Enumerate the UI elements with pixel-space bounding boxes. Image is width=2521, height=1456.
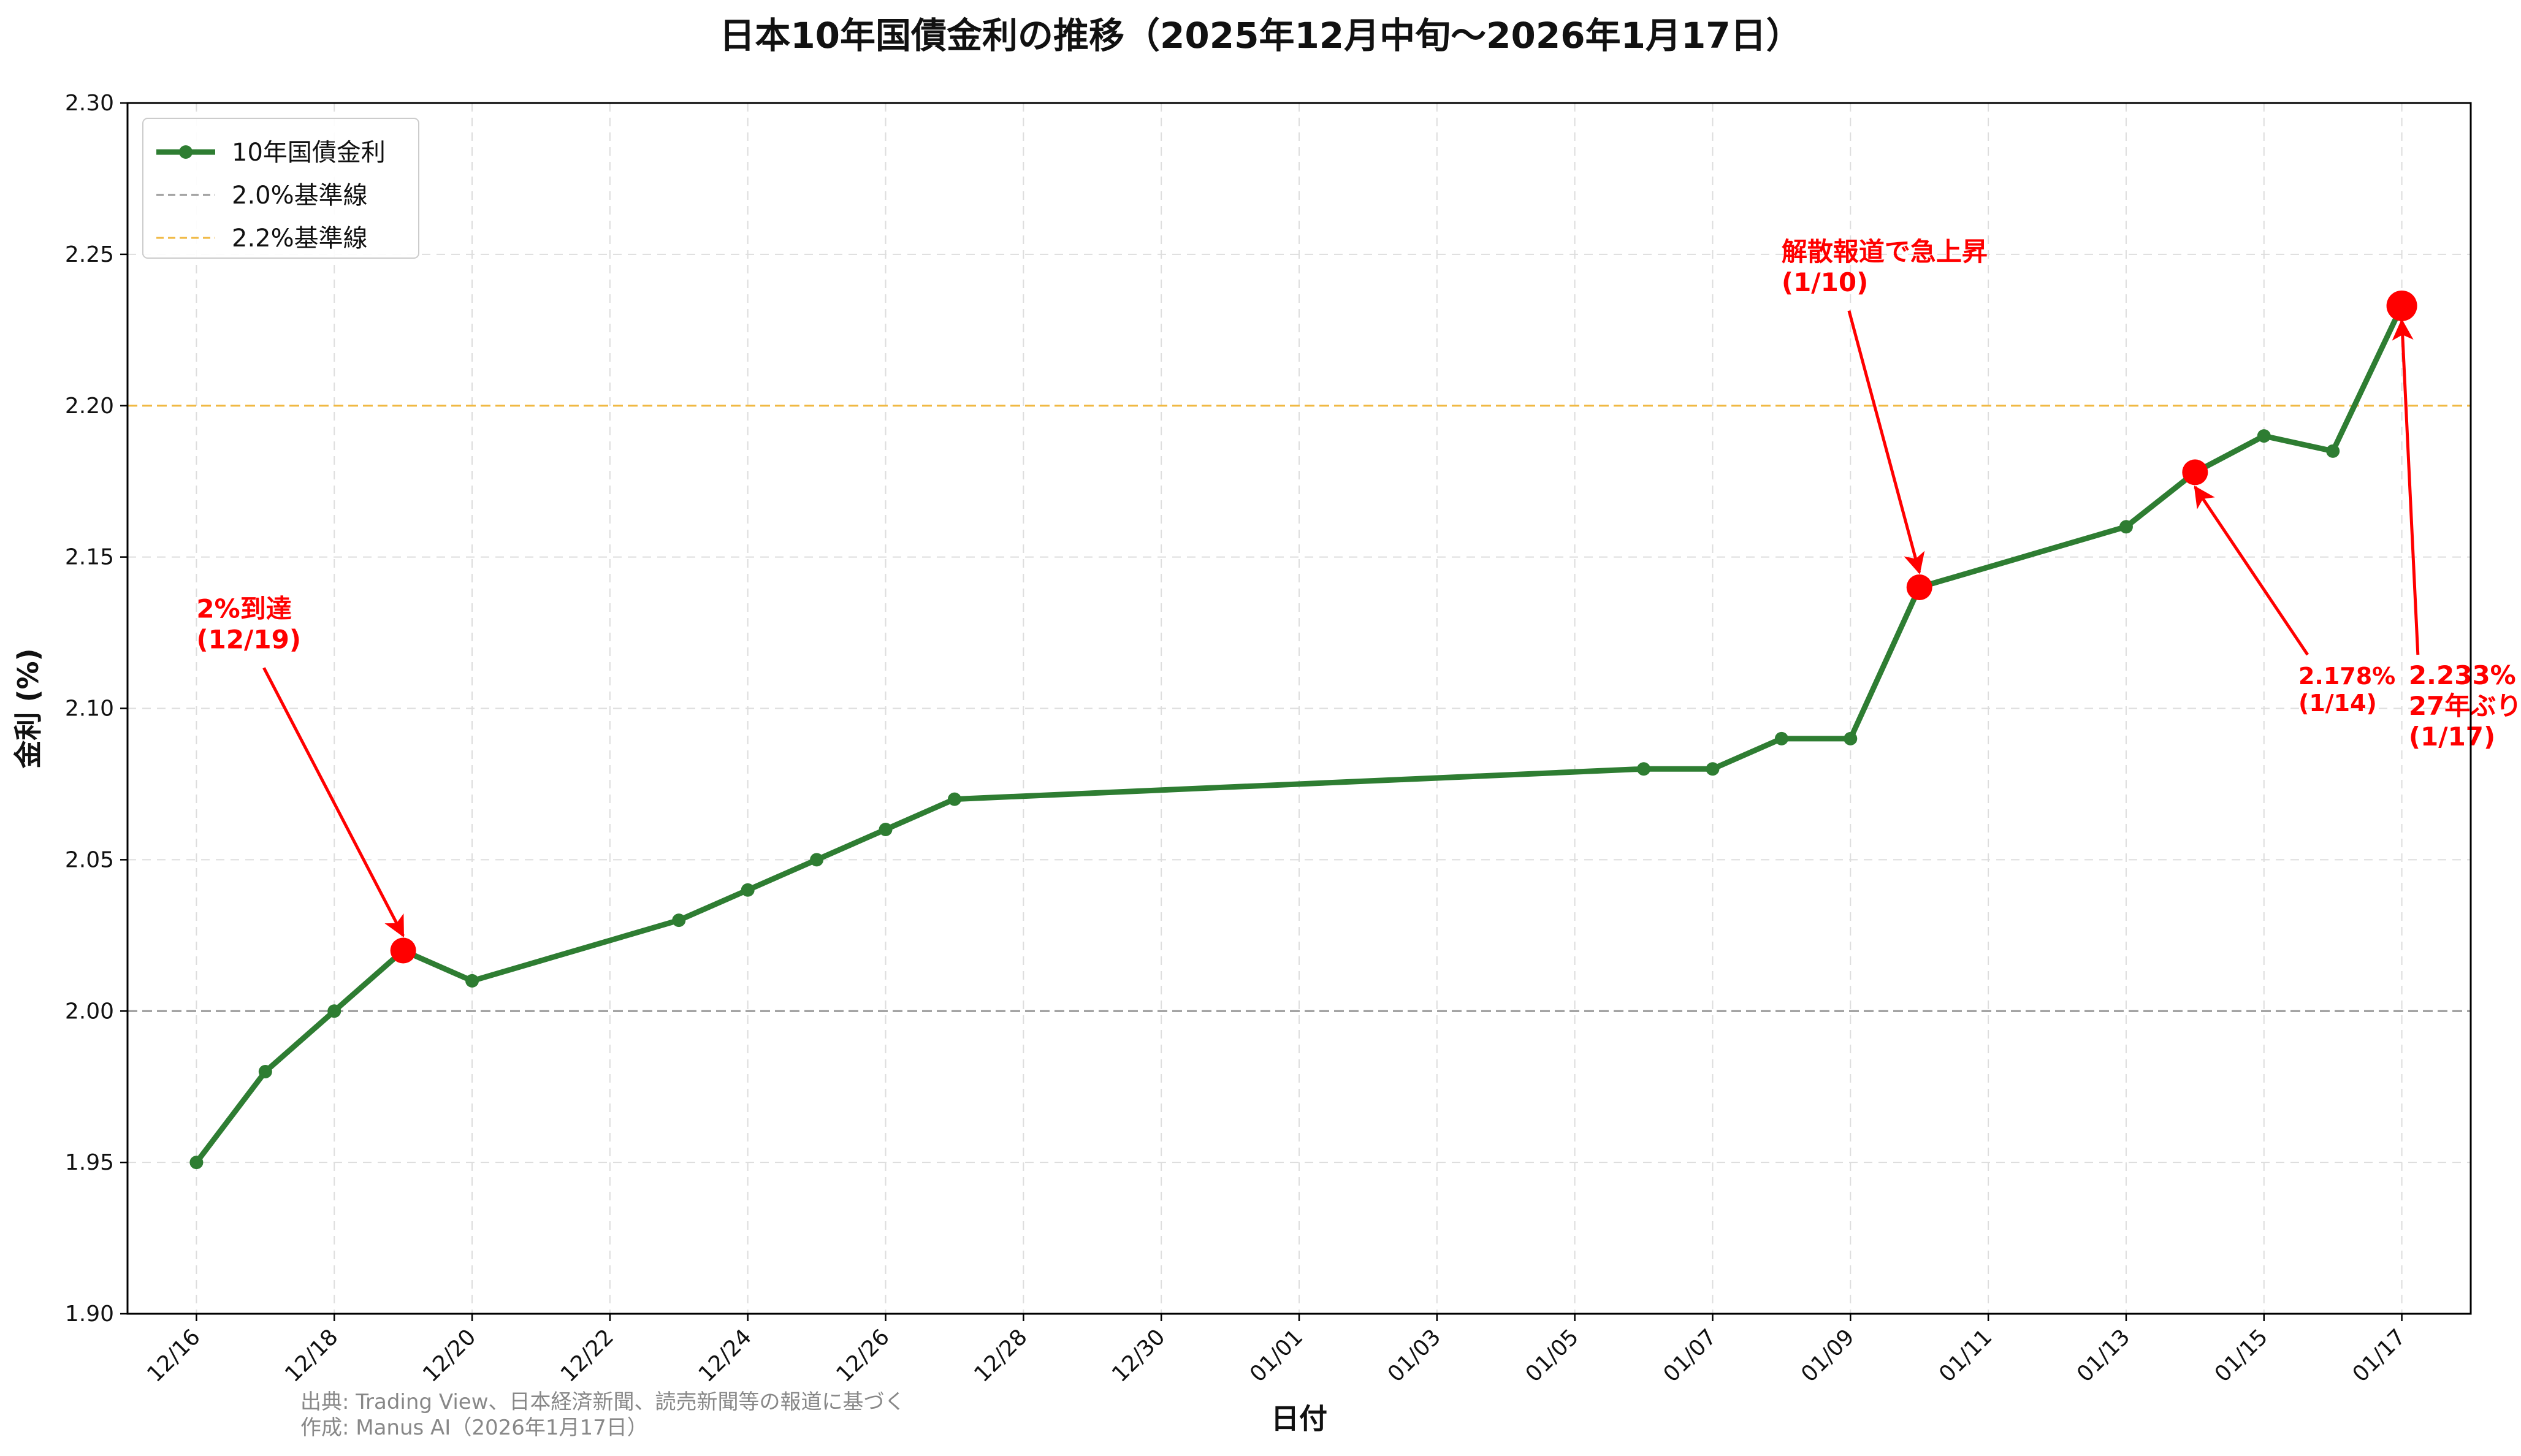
annotation-text: 解散報道で急上昇(1/10) <box>1782 237 1988 297</box>
annotation-text: 2.233%27年ぶり高水準更新(1/17) <box>2409 660 2521 752</box>
data-point <box>672 913 686 928</box>
data-point <box>327 1004 341 1018</box>
annotation-line: (1/17) <box>2409 722 2495 752</box>
x-axis-label: 日付 <box>1271 1402 1327 1435</box>
y-tick-label: 2.10 <box>65 696 114 722</box>
annotation-arrow <box>262 667 405 938</box>
y-tick-label: 2.00 <box>65 999 114 1024</box>
legend-label: 2.0%基準線 <box>232 181 368 210</box>
annotation-line: 27年ぶり高水準更新 <box>2409 691 2521 721</box>
annotation-line: 2.178% <box>2298 663 2395 690</box>
reference-lines <box>128 405 2471 1012</box>
annotation-line: (12/19) <box>196 624 301 654</box>
data-point <box>1637 762 1651 776</box>
legend-label: 2.2%基準線 <box>232 224 368 253</box>
annotation-text: 2%到達(12/19) <box>196 593 301 654</box>
source-note: 出典: Trading View、日本経済新聞、読売新聞等の報道に基づく作成: … <box>300 1390 906 1440</box>
source-note-line: 作成: Manus AI（2026年1月17日） <box>300 1416 648 1440</box>
data-point <box>2119 520 2133 534</box>
data-point <box>2257 429 2271 443</box>
data-point <box>810 853 824 867</box>
data-point <box>947 792 961 806</box>
data-point <box>2326 444 2340 458</box>
annotation-arrow <box>2194 485 2309 656</box>
highlight-points <box>390 290 2417 964</box>
y-axis-label: 金利 (%) <box>12 648 45 769</box>
annotations: 2%到達(12/19) 解散報道で急上昇(1/10) 2.178% (1/14) 2.2… <box>196 237 2521 938</box>
annotation-text: 2.178% (1/14) <box>2298 663 2395 717</box>
legend-swatch-marker <box>179 145 193 159</box>
annotation-line: 2%到達 <box>196 593 291 623</box>
y-tick-label: 1.95 <box>65 1150 114 1175</box>
annotation-arrow <box>1847 310 1925 574</box>
data-point <box>465 974 479 988</box>
annotation-line: 2.233% <box>2409 660 2516 690</box>
y-tick-label: 2.30 <box>65 91 114 116</box>
y-axis: 1.90 1.95 2.00 2.05 2.10 2.15 2.20 2.25 2.30 <box>65 91 128 1327</box>
highlight-point <box>1906 574 1932 600</box>
data-point <box>1844 731 1858 745</box>
data-point <box>879 823 893 836</box>
annotation-line: (1/14) <box>2298 690 2377 717</box>
annotation-arrow <box>2392 318 2420 655</box>
highlight-point <box>2386 290 2417 321</box>
chart-title: 日本10年国債金利の推移（2025年12月中旬〜2026年1月17日） <box>719 15 1801 56</box>
data-point <box>1774 731 1788 745</box>
legend: 10年国債金利 2.0%基準線 2.2%基準線 <box>142 118 419 259</box>
legend-label: 10年国債金利 <box>232 139 386 167</box>
y-tick-label: 2.05 <box>65 847 114 872</box>
y-tick-label: 2.15 <box>65 545 114 570</box>
data-point <box>741 883 755 897</box>
y-tick-label: 2.20 <box>65 394 114 419</box>
annotation-line: (1/10) <box>1782 267 1868 297</box>
y-tick-label: 1.90 <box>65 1302 114 1327</box>
annotation-line: 解散報道で急上昇 <box>1782 237 1988 267</box>
highlight-point <box>390 937 416 964</box>
highlight-point <box>2182 459 2208 486</box>
data-point <box>1706 762 1720 776</box>
data-point <box>258 1065 272 1078</box>
y-tick-label: 2.25 <box>65 242 114 267</box>
data-point <box>189 1156 204 1170</box>
source-note-line: 出典: Trading View、日本経済新聞、読売新聞等の報道に基づく <box>300 1390 906 1414</box>
